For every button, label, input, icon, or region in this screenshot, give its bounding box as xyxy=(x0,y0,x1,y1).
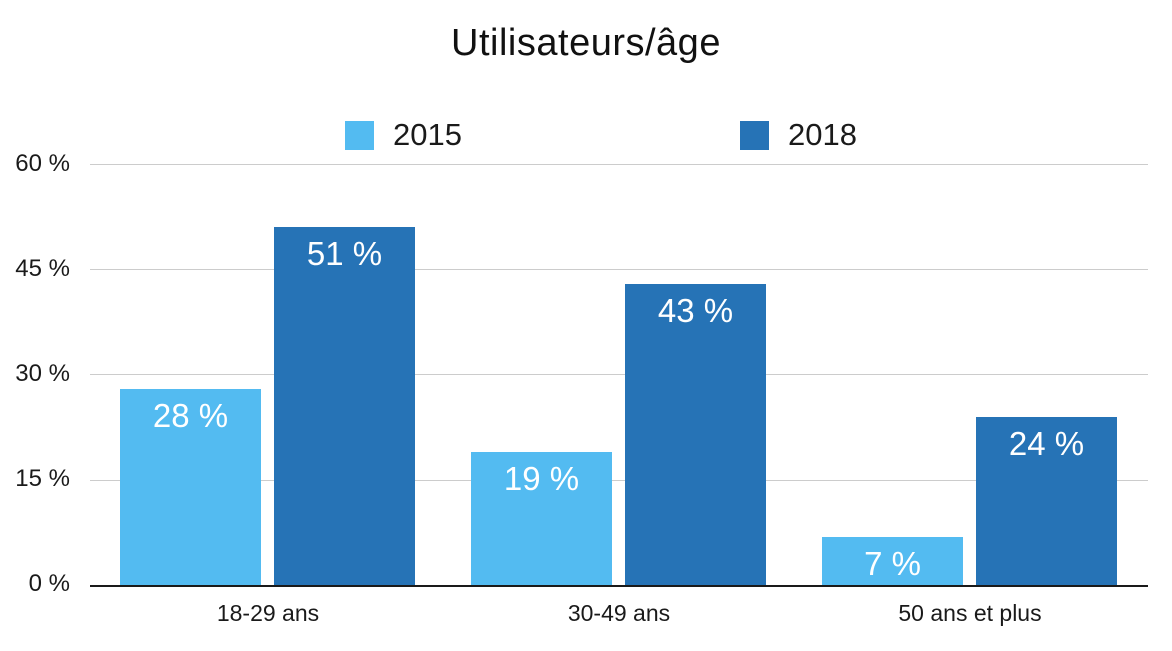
plot-area: 28 % 51 % 19 % 43 % 7 % 24 % xyxy=(90,164,1148,587)
bar-2015-18-29-ans: 28 % xyxy=(120,389,261,586)
bar-group-50-ans-et-plus: 7 % 24 % xyxy=(822,417,1117,586)
bar-value-label: 7 % xyxy=(864,545,921,582)
legend-label-2018: 2018 xyxy=(788,117,857,152)
bar-value-label: 19 % xyxy=(503,460,580,497)
legend-swatch-2018 xyxy=(740,120,769,150)
gridline-60 xyxy=(90,164,1148,165)
bar-value-label: 24 % xyxy=(1008,425,1085,462)
x-axis-label-50-ans-et-plus: 50 ans et plus xyxy=(898,600,1042,626)
x-axis-label-18-29-ans: 18-29 ans xyxy=(216,600,320,626)
bar-2018-30-49-ans: 43 % xyxy=(625,284,766,586)
x-axis-line xyxy=(90,585,1148,587)
bar-2018-50-ans-et-plus: 24 % xyxy=(976,417,1117,586)
gridline-30 xyxy=(90,374,1148,375)
legend-item-2018: 2018 xyxy=(740,117,857,152)
bar-group-30-49-ans: 19 % 43 % xyxy=(471,284,766,586)
bar-value-label: 43 % xyxy=(657,292,734,329)
legend-item-2015: 2015 xyxy=(345,117,462,152)
legend-label-2015: 2015 xyxy=(393,117,462,152)
y-axis-tick-60: 60 % xyxy=(15,150,70,177)
y-axis-tick-45: 45 % xyxy=(15,255,70,282)
bar-2015-50-ans-et-plus: 7 % xyxy=(822,537,963,586)
chart-title: Utilisateurs/âge xyxy=(451,22,721,64)
y-axis-tick-15: 15 % xyxy=(15,465,70,492)
bar-group-18-29-ans: 28 % 51 % xyxy=(120,227,415,586)
x-axis-label-30-49-ans: 30-49 ans xyxy=(567,600,671,626)
y-axis-tick-30: 30 % xyxy=(15,360,70,387)
gridline-15 xyxy=(90,480,1148,481)
gridline-45 xyxy=(90,269,1148,270)
bar-2015-30-49-ans: 19 % xyxy=(471,452,612,586)
legend: 2015 2018 xyxy=(0,117,1172,152)
bar-value-label: 51 % xyxy=(306,235,383,272)
legend-swatch-2015 xyxy=(345,120,374,150)
bar-2018-18-29-ans: 51 % xyxy=(274,227,415,586)
y-axis-tick-0: 0 % xyxy=(28,570,70,597)
bar-value-label: 28 % xyxy=(152,397,229,434)
